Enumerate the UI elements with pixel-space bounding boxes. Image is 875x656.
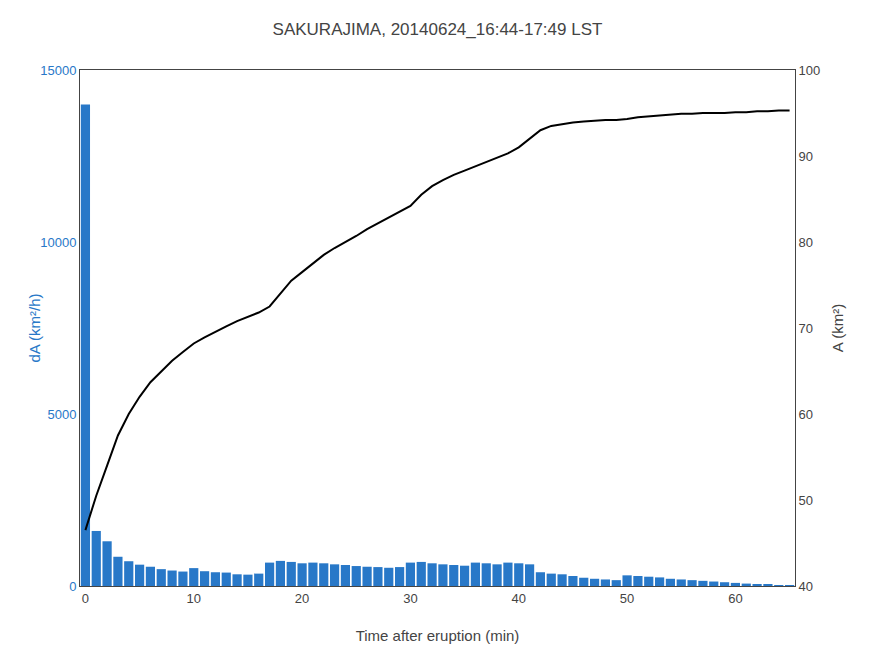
- svg-text:20: 20: [295, 591, 309, 606]
- svg-text:0: 0: [69, 579, 76, 594]
- svg-text:60: 60: [728, 591, 742, 606]
- svg-text:10: 10: [187, 591, 201, 606]
- svg-text:15000: 15000: [40, 63, 76, 78]
- svg-text:80: 80: [799, 235, 813, 250]
- svg-text:50: 50: [799, 493, 813, 508]
- svg-text:A (km²): A (km²): [829, 304, 846, 352]
- svg-text:70: 70: [799, 321, 813, 336]
- svg-text:SAKURAJIMA, 20140624_16:44-17:: SAKURAJIMA, 20140624_16:44-17:49 LST: [273, 20, 603, 39]
- svg-text:100: 100: [799, 63, 821, 78]
- svg-text:60: 60: [799, 407, 813, 422]
- svg-text:40: 40: [799, 579, 813, 594]
- svg-text:5000: 5000: [47, 407, 76, 422]
- svg-text:30: 30: [403, 591, 417, 606]
- svg-text:50: 50: [620, 591, 634, 606]
- svg-text:10000: 10000: [40, 235, 76, 250]
- svg-text:dA (km²/h): dA (km²/h): [26, 293, 43, 362]
- svg-text:90: 90: [799, 149, 813, 164]
- svg-text:40: 40: [512, 591, 526, 606]
- svg-text:Time after eruption (min): Time after eruption (min): [356, 627, 520, 644]
- svg-text:0: 0: [82, 591, 89, 606]
